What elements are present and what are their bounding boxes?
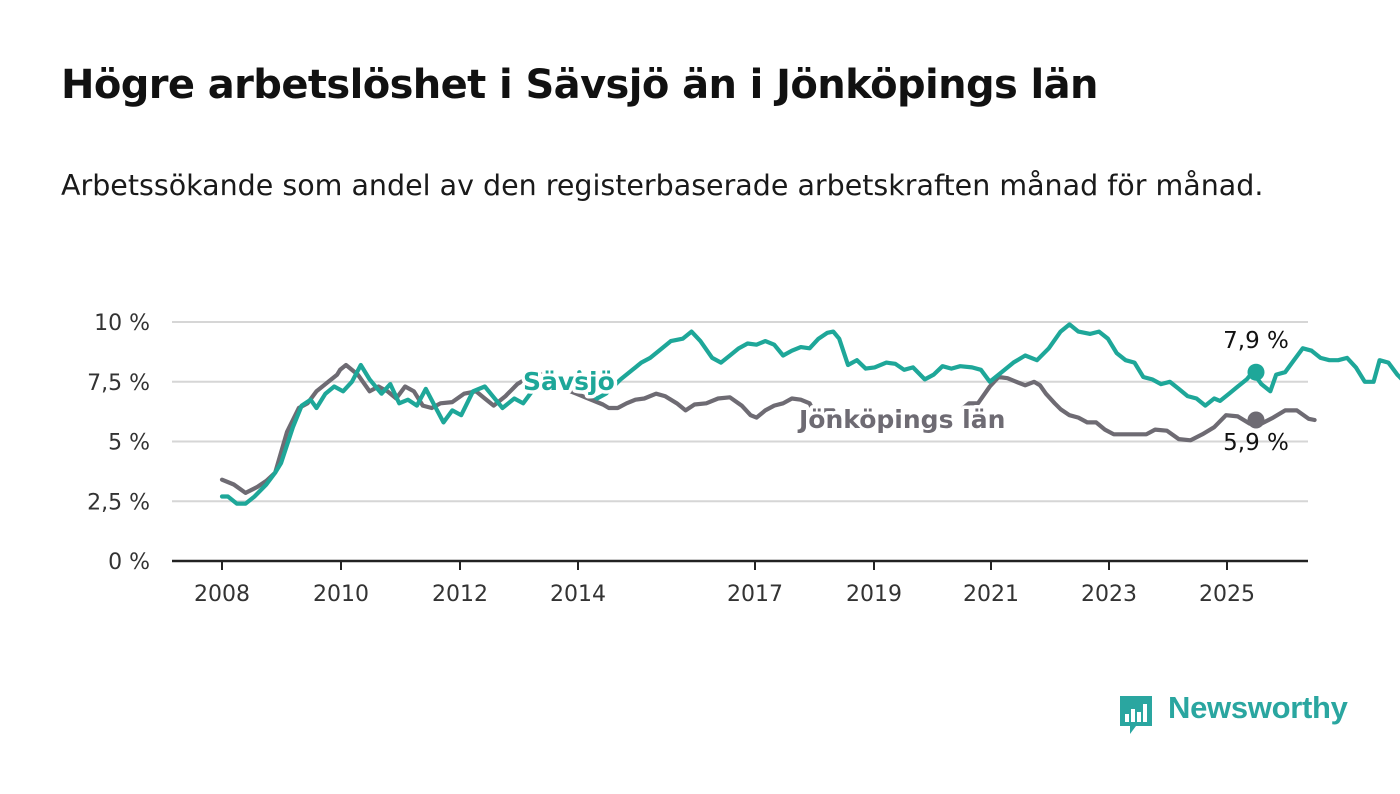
- series-line-sävsjö-b: [577, 322, 1400, 408]
- x-tick-label: 2025: [1199, 582, 1255, 607]
- x-tick-label: 2023: [1081, 582, 1137, 607]
- y-tick-label: 5 %: [108, 431, 150, 456]
- chart-subtitle: Arbetssökande som andel av den registerb…: [61, 169, 1264, 202]
- line-chart: 0 % 2,5 % 5 % 7,5 % 10 % 2008 2010 2012 2014 201…: [87, 311, 1400, 607]
- y-tick-label: 10 %: [94, 311, 150, 336]
- gridlines: [172, 321, 1308, 503]
- chart-title: Högre arbetslöshet i Sävsjö än i Jönköpi…: [61, 62, 1099, 108]
- x-tick-label: 2019: [846, 582, 902, 607]
- y-axis-ticks: 0 % 2,5 % 5 % 7,5 % 10 %: [87, 311, 150, 575]
- x-tick-label: 2008: [194, 582, 250, 607]
- series-line-sävsjö-a: [219, 362, 541, 506]
- series-endpoint: [1247, 363, 1265, 381]
- series-name-label: Sävsjö: [523, 367, 615, 396]
- x-tick-label: 2012: [432, 582, 488, 607]
- newsworthy-logo: Newsworthy: [1118, 690, 1348, 736]
- x-tick-label: 2010: [313, 582, 369, 607]
- x-tick-label: 2021: [963, 582, 1019, 607]
- y-tick-label: 2,5 %: [87, 490, 150, 515]
- x-tick-label: 2017: [727, 582, 783, 607]
- series-labels: 5,9 % Jönköpings län 7,9 % Sävsjö: [520, 328, 1289, 456]
- series-end-label: 7,9 %: [1223, 328, 1289, 354]
- series-name-label: Jönköpings län: [797, 405, 1005, 434]
- y-tick-label: 0 %: [108, 550, 150, 575]
- series-endpoint: [1247, 411, 1265, 429]
- x-tick-label: 2014: [550, 582, 606, 607]
- x-axis: 2008 2010 2012 2014 2017 2019 2021 2023 2025: [172, 559, 1308, 607]
- brand-name: Newsworthy: [1168, 690, 1348, 725]
- series-line-jönköpings-län-a: [219, 362, 836, 495]
- series-end-label: 5,9 %: [1223, 430, 1289, 456]
- y-tick-label: 7,5 %: [87, 371, 150, 396]
- bar-chart-bubble-icon: [1120, 696, 1152, 734]
